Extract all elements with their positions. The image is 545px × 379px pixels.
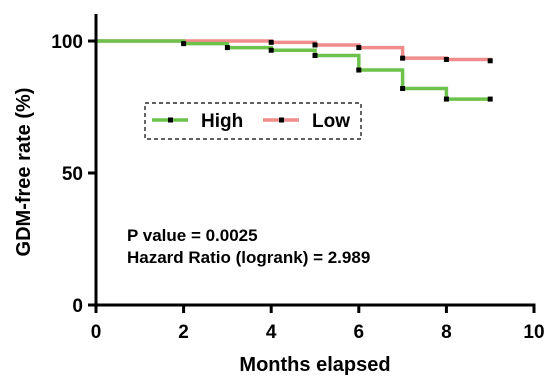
- y-tick-label: 100: [51, 32, 83, 53]
- censor-mark-low: [312, 42, 318, 48]
- y-axis-ticks: 0 50 100: [51, 32, 96, 317]
- legend-marker-low: [279, 117, 284, 123]
- legend: High Low: [144, 102, 362, 140]
- censor-mark-high: [268, 47, 274, 53]
- censor-mark-low: [400, 55, 406, 61]
- legend-label-low: Low: [312, 111, 350, 132]
- censor-mark-low: [443, 56, 449, 62]
- legend-marker-high: [168, 117, 173, 123]
- series-layer: [96, 39, 493, 102]
- x-tick-label: 0: [91, 322, 102, 343]
- x-tick-label: 6: [354, 322, 365, 343]
- censor-mark-high: [224, 45, 230, 51]
- series-line-high: [96, 39, 491, 101]
- y-tick-label: 50: [62, 164, 83, 185]
- censor-mark-low: [356, 45, 362, 51]
- y-axis-title: GDM-free rate (%): [13, 88, 35, 257]
- censor-mark-high: [181, 41, 187, 47]
- x-tick-label: 8: [441, 322, 452, 343]
- censor-mark-high: [400, 86, 406, 92]
- p-value-annotation: P value = 0.0025: [127, 226, 258, 245]
- censor-mark-low: [487, 58, 493, 64]
- censor-mark-low: [268, 39, 274, 45]
- censor-mark-high: [356, 67, 362, 73]
- x-tick-label: 4: [266, 322, 277, 343]
- legend-items: High Low: [152, 111, 350, 132]
- hazard-ratio-annotation: Hazard Ratio (logrank) = 2.989: [127, 248, 370, 267]
- x-tick-label: 10: [523, 322, 544, 343]
- legend-box: [144, 102, 362, 140]
- x-axis-ticks: 0 2 4 6 8 10: [91, 305, 545, 343]
- y-tick-label: 0: [72, 296, 83, 317]
- x-axis-title: Months elapsed: [239, 354, 390, 376]
- censor-mark-high: [312, 53, 318, 59]
- legend-label-high: High: [201, 111, 243, 132]
- censor-mark-high: [487, 96, 493, 102]
- censor-mark-high: [443, 96, 449, 102]
- x-tick-label: 2: [178, 322, 189, 343]
